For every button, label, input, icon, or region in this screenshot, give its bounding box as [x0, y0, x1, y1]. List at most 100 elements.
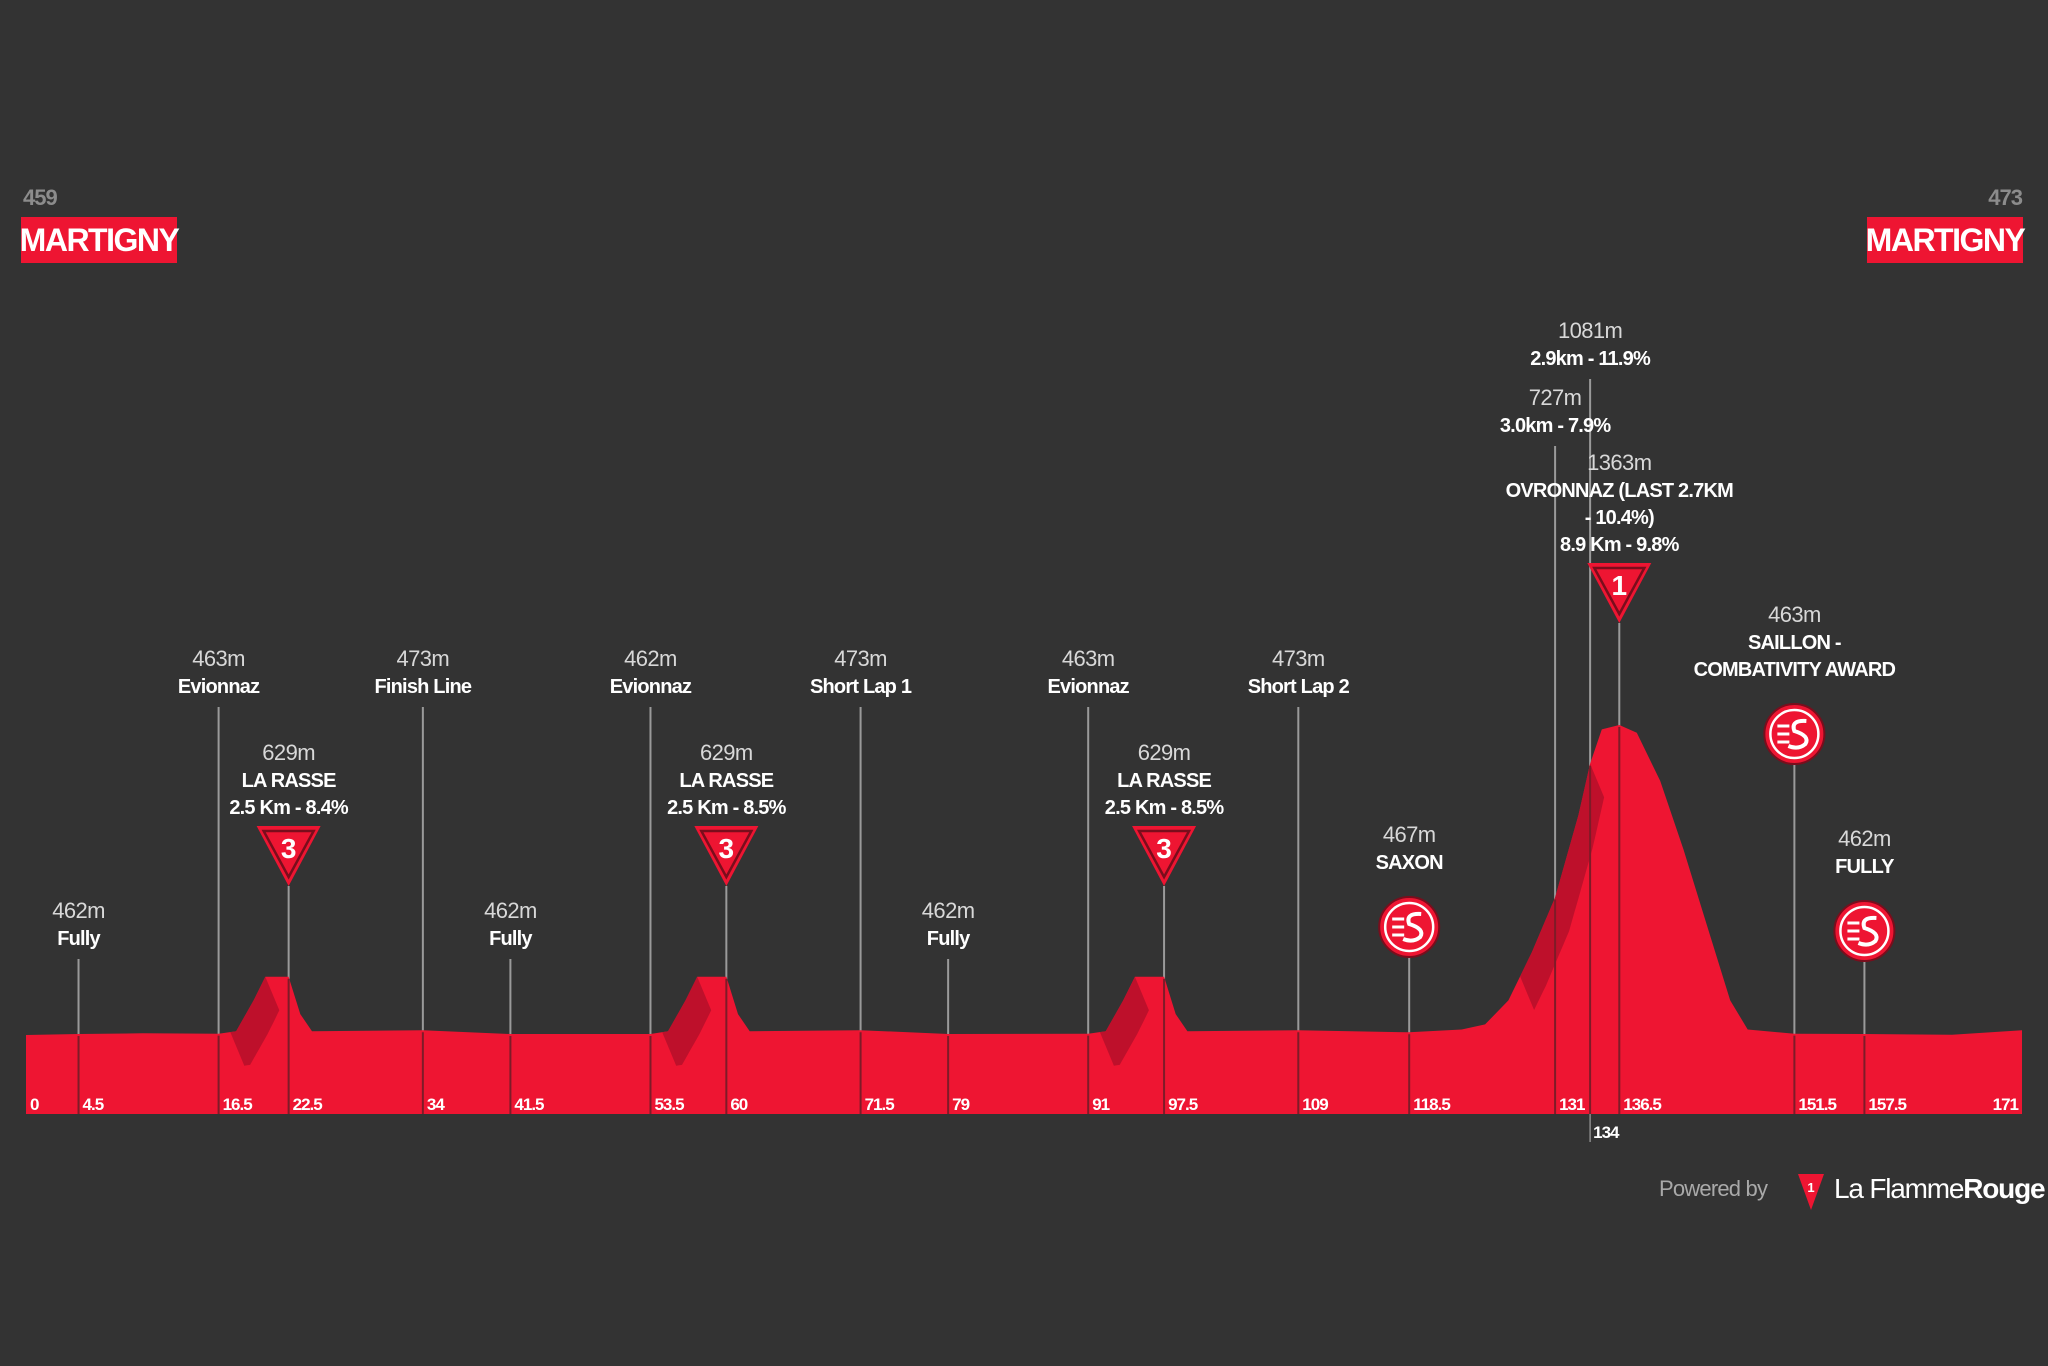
marker-elevation: 473m	[1272, 646, 1325, 671]
finish-town-box	[1867, 217, 2023, 263]
climb-category: 1	[1612, 570, 1628, 601]
intermediate-sprint-icon	[1378, 896, 1441, 958]
km-tick-label: 91	[1092, 1095, 1109, 1114]
marker-elevation: 462m	[624, 646, 677, 671]
marker-name: Fully	[927, 928, 971, 950]
brand-name: La FlammeRouge	[1834, 1173, 2045, 1204]
km-tick-label: 60	[730, 1095, 747, 1114]
climb-category-triangle-icon: 1	[1587, 563, 1652, 623]
km-tick-label: 157.5	[1868, 1095, 1906, 1114]
climb-shade	[230, 976, 280, 1066]
marker-elevation: 462m	[484, 898, 537, 923]
marker-name: Fully	[57, 928, 101, 950]
marker-elevation: 1363m	[1587, 450, 1651, 475]
logo-number: 1	[1807, 1180, 1814, 1195]
marker-point: 473m Finish Line	[374, 646, 472, 698]
elevation-profile	[26, 725, 2022, 1114]
marker-name: Short Lap 2	[1248, 676, 1350, 698]
marker-point: 462m Evionnaz	[610, 646, 693, 698]
marker-lines-overlay	[77, 726, 1866, 1114]
km-tick-label: 4.5	[83, 1095, 104, 1114]
km-tick-label: 151.5	[1798, 1095, 1836, 1114]
marker-climb: 629m LA RASSE 2.5 Km - 8.5% 3	[1105, 740, 1225, 886]
marker-elevation: 629m	[262, 740, 315, 765]
marker-name: 2.5 Km - 8.5%	[667, 797, 787, 819]
km-tick-label: 16.5	[223, 1095, 253, 1114]
climb-category: 3	[719, 833, 735, 864]
marker-name: LA RASSE	[242, 770, 336, 792]
marker-name: 8.9 Km - 9.8%	[1560, 534, 1680, 556]
powered-by-text: Powered by	[1659, 1176, 1768, 1201]
marker-point: 462m Fully	[52, 898, 105, 950]
marker-elevation: 463m	[192, 646, 245, 671]
marker-point: 473m Short Lap 1	[810, 646, 913, 698]
km-tick-label: 53.5	[654, 1095, 684, 1114]
marker-name: Evionnaz	[610, 676, 692, 698]
km-tick-label: 131	[1559, 1095, 1585, 1114]
km-tick-label: 41.5	[514, 1095, 544, 1114]
km-tick-label: 118.5	[1413, 1095, 1450, 1114]
start-elevation: 459	[23, 185, 57, 210]
marker-name: Evionnaz	[178, 676, 260, 698]
marker-point: 463m Evionnaz	[178, 646, 261, 698]
start-town-box	[21, 217, 177, 263]
climb-shade	[1099, 976, 1149, 1066]
marker-name: OVRONNAZ (LAST 2.7KM	[1506, 480, 1733, 502]
marker-elevation: 473m	[834, 646, 887, 671]
climb-shade	[1520, 763, 1605, 1010]
marker-elevation: 629m	[1138, 740, 1191, 765]
marker-point: 463m Evionnaz	[1047, 646, 1130, 698]
profile-area	[26, 725, 2022, 1114]
marker-name: Finish Line	[374, 676, 471, 698]
marker-name: FULLY	[1835, 856, 1895, 878]
start-town: MARTIGNY	[20, 222, 180, 258]
marker-point: 473m Short Lap 2	[1248, 646, 1351, 698]
powered-by[interactable]: Powered by 1 La FlammeRouge	[1659, 1173, 2046, 1210]
km-tick-label: 134	[1593, 1123, 1620, 1142]
marker-point: 1081m 2.9km - 11.9%	[1530, 318, 1652, 370]
marker-name: 2.5 Km - 8.4%	[229, 797, 349, 819]
marker-sprint: 462m FULLY	[1833, 826, 1896, 962]
km-tick-label: 71.5	[865, 1095, 895, 1114]
km-tick-label: 79	[952, 1095, 969, 1114]
marker-elevation: 462m	[1838, 826, 1891, 851]
marker-sprint: 467m SAXON	[1376, 822, 1444, 958]
marker-elevation: 462m	[922, 898, 975, 923]
marker-name: 2.9km - 11.9%	[1530, 348, 1651, 370]
km-tick-label: 97.5	[1168, 1095, 1198, 1114]
marker-name: SAILLON -	[1748, 632, 1841, 654]
marker-point: 727m 3.0km - 7.9%	[1500, 385, 1612, 437]
km-ticks: 0 4.5 16.5 22.5 34 41.5 53.5 60 71.5 79 91 97.5 109 1…	[30, 1095, 2020, 1142]
climb-category: 3	[281, 833, 297, 864]
climb-category-triangle-icon: 3	[256, 826, 321, 886]
intermediate-sprint-icon	[1763, 703, 1826, 765]
marker-elevation: 463m	[1768, 602, 1821, 627]
marker-elevation: 473m	[397, 646, 450, 671]
marker-elevation: 727m	[1529, 385, 1582, 410]
intermediate-sprint-icon	[1833, 900, 1896, 962]
marker-name: Evionnaz	[1047, 676, 1129, 698]
marker-name: Short Lap 1	[810, 676, 912, 698]
marker-name: 3.0km - 7.9%	[1500, 415, 1611, 437]
marker-sprint: 463m SAILLON - COMBATIVITY AWARD	[1694, 602, 1896, 765]
finish-town: MARTIGNY	[1866, 222, 2026, 258]
climb-category-triangle-icon: 3	[1132, 826, 1197, 886]
marker-point: 462m Fully	[484, 898, 537, 950]
climb-category-triangle-icon: 3	[694, 826, 759, 886]
marker-name: COMBATIVITY AWARD	[1694, 659, 1896, 681]
finish-label: 473 MARTIGNY	[1866, 185, 2027, 263]
km-tick-label: 109	[1302, 1095, 1328, 1114]
marker-climb: 1363m OVRONNAZ (LAST 2.7KM - 10.4%) 8.9 Km …	[1506, 450, 1734, 623]
marker-labels: 462m Fully 463m Evionnaz 629m LA RASSE 2.5 Km …	[52, 318, 1896, 962]
marker-name: Fully	[489, 928, 533, 950]
km-tick-label: 171	[1993, 1095, 2019, 1114]
start-label: 459 MARTIGNY	[20, 185, 181, 263]
km-tick-label: 34	[427, 1095, 445, 1114]
marker-elevation: 629m	[700, 740, 753, 765]
climb-category: 3	[1156, 833, 1172, 864]
flamme-rouge-logo-icon: 1	[1798, 1174, 1824, 1210]
climb-shade	[662, 976, 712, 1066]
marker-climb: 629m LA RASSE 2.5 Km - 8.4% 3	[229, 740, 350, 886]
